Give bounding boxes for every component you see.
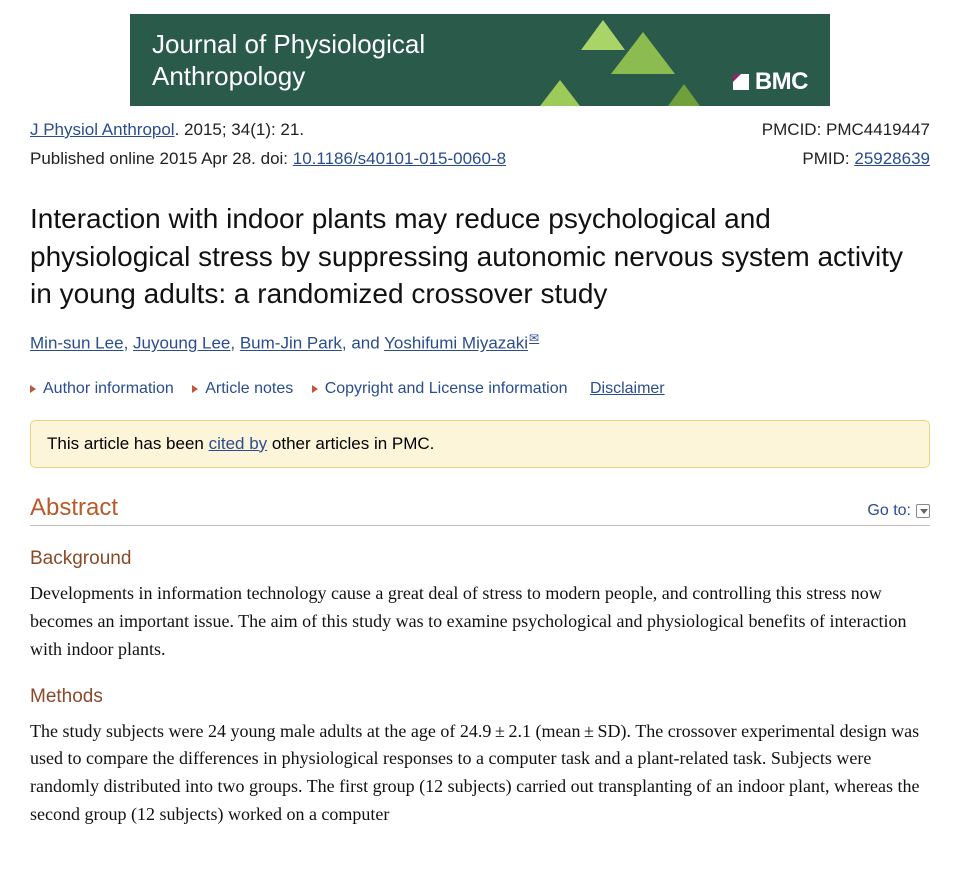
abstract-header: Abstract Go to:: [30, 494, 930, 526]
banner-decoration: [540, 80, 580, 106]
cited-by-link[interactable]: cited by: [209, 434, 268, 453]
pmid-link[interactable]: 25928639: [854, 149, 930, 168]
article-notes-toggle[interactable]: Article notes: [192, 380, 293, 398]
goto-label: Go to:: [867, 502, 911, 520]
brand-text: BMC: [755, 68, 808, 96]
bmc-logo-icon: [733, 74, 749, 90]
background-text: Developments in information technology c…: [30, 580, 930, 664]
sep: , and: [342, 334, 384, 353]
disclaimer-link[interactable]: Disclaimer: [590, 380, 665, 397]
banner-line2: Anthropology: [152, 61, 305, 91]
sep: ,: [230, 334, 239, 353]
background-heading: Background: [30, 548, 930, 570]
author-link[interactable]: Bum-Jin Park: [240, 334, 342, 353]
copyright-label: Copyright and License information: [325, 380, 568, 398]
pmcid-label: PMCID:: [762, 120, 826, 139]
author-link[interactable]: Yoshifumi Miyazaki: [384, 334, 528, 353]
journal-banner: Journal of Physiological Anthropology BM…: [130, 14, 830, 106]
cited-by-notice: This article has been cited by other art…: [30, 420, 930, 468]
author-info-label: Author information: [43, 380, 174, 398]
author-list: Min-sun Lee, Juyoung Lee, Bum-Jin Park, …: [30, 331, 930, 354]
journal-abbrev-link[interactable]: J Physiol Anthropol: [30, 120, 175, 139]
copyright-toggle[interactable]: Copyright and License information: [312, 380, 568, 398]
author-link[interactable]: Min-sun Lee: [30, 334, 124, 353]
caret-icon: [192, 385, 198, 393]
chevron-down-icon: [916, 504, 930, 518]
goto-dropdown[interactable]: Go to:: [867, 502, 930, 520]
sep: ,: [124, 334, 133, 353]
citation-vol: . 2015; 34(1): 21.: [175, 120, 304, 139]
pmid-label: PMID:: [802, 149, 854, 168]
author-information-toggle[interactable]: Author information: [30, 380, 174, 398]
cited-pre: This article has been: [47, 434, 209, 453]
corresponding-author-icon[interactable]: ✉: [529, 331, 539, 345]
citation-row-2: Published online 2015 Apr 28. doi: 10.11…: [30, 145, 930, 174]
citation-row-1: J Physiol Anthropol. 2015; 34(1): 21. PM…: [30, 116, 930, 145]
doi-link[interactable]: 10.1186/s40101-015-0060-8: [293, 149, 506, 168]
caret-icon: [312, 385, 318, 393]
banner-decoration: [611, 32, 675, 74]
banner-decoration: [668, 84, 700, 106]
article-notes-label: Article notes: [205, 380, 293, 398]
article-info-links: Author information Article notes Copyrig…: [30, 380, 930, 398]
banner-line1: Journal of Physiological: [152, 29, 425, 59]
cited-post: other articles in PMC.: [267, 434, 434, 453]
author-link[interactable]: Juyoung Lee: [133, 334, 230, 353]
pmcid-value: PMC4419447: [826, 120, 930, 139]
methods-text: The study subjects were 24 young male ad…: [30, 718, 930, 830]
banner-brand: BMC: [733, 68, 808, 96]
caret-icon: [30, 385, 36, 393]
published-prefix: Published online 2015 Apr 28. doi:: [30, 149, 293, 168]
article-title: Interaction with indoor plants may reduc…: [30, 200, 930, 313]
methods-heading: Methods: [30, 686, 930, 708]
article-page: Journal of Physiological Anthropology BM…: [0, 0, 960, 829]
abstract-heading: Abstract: [30, 494, 118, 522]
banner-journal-title: Journal of Physiological Anthropology: [152, 28, 425, 93]
